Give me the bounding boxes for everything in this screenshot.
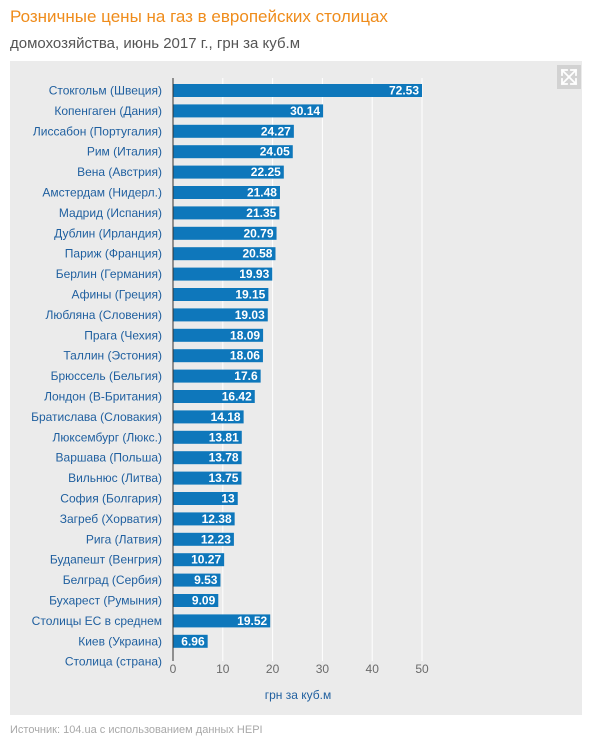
value-label: 19.15 — [235, 288, 265, 302]
value-label: 6.96 — [181, 634, 205, 648]
bar — [173, 206, 280, 220]
category-label: Париж (Франция) — [65, 247, 162, 261]
category-label: Рим (Италия) — [87, 145, 162, 159]
category-label: Люксембург (Люкс.) — [53, 430, 163, 444]
value-label: 30.14 — [290, 104, 320, 118]
category-label: Таллин (Эстония) — [63, 349, 162, 363]
value-label: 13 — [221, 492, 235, 506]
x-tick-label: 20 — [266, 662, 280, 676]
bar — [173, 492, 238, 505]
bar — [173, 410, 244, 424]
bar — [173, 451, 242, 465]
category-label: Варшава (Польша) — [56, 451, 162, 465]
value-label: 24.27 — [261, 124, 291, 138]
bar — [173, 186, 280, 199]
category-label: Киев (Украина) — [78, 634, 162, 648]
value-label: 18.09 — [230, 328, 260, 342]
x-tick-label: 30 — [316, 662, 330, 676]
bar — [173, 594, 219, 607]
category-label: Белград (Сербия) — [63, 573, 162, 587]
bar — [173, 532, 234, 546]
category-label: Столицы ЕС в среднем — [32, 614, 162, 628]
bar — [173, 634, 208, 648]
x-tick-label: 40 — [366, 662, 380, 676]
category-label: Брюссель (Бельгия) — [51, 369, 162, 383]
value-label: 12.23 — [201, 532, 231, 546]
value-label: 18.06 — [230, 349, 260, 363]
value-label: 12.38 — [202, 512, 232, 526]
bar — [173, 226, 277, 240]
value-label: 19.93 — [239, 267, 269, 281]
bar — [173, 247, 276, 261]
category-label: Братислава (Словакия) — [31, 410, 162, 424]
x-tick-label: 10 — [216, 662, 230, 676]
category-label: Прага (Чехия) — [84, 328, 162, 342]
value-label: 21.35 — [246, 206, 276, 220]
value-label: 13.81 — [209, 430, 239, 444]
bar — [173, 390, 255, 403]
value-label: 17.6 — [234, 369, 258, 383]
category-label: Дублин (Ирландия) — [54, 226, 162, 240]
bar — [173, 308, 268, 322]
value-label: 20.79 — [244, 226, 274, 240]
value-label: 9.53 — [194, 573, 218, 587]
chart-subtitle: домохозяйства, июнь 2017 г., грн за куб.… — [10, 35, 301, 52]
category-label: Будапешт (Венгрия) — [50, 553, 162, 567]
value-label: 13.78 — [209, 451, 239, 465]
category-label: Лондон (В-Британия) — [44, 390, 162, 404]
category-label: Копенгаген (Дания) — [54, 104, 162, 118]
bar — [173, 84, 422, 97]
x-tick-label: 0 — [170, 662, 177, 676]
expand-arrows-icon[interactable] — [557, 65, 581, 89]
value-label: 13.75 — [208, 471, 238, 485]
value-label: 19.52 — [237, 614, 267, 628]
source-note: Источник: 104.ua с использованием данных… — [10, 724, 263, 736]
bar — [173, 573, 221, 587]
bar — [173, 512, 235, 526]
category-axis-title: Столица (страна) — [65, 655, 162, 669]
chart-title: Розничные цены на газ в европейских стол… — [10, 7, 388, 26]
category-label: Бухарест (Румыния) — [49, 594, 162, 608]
bar — [173, 430, 242, 444]
category-label: Загреб (Хорватия) — [60, 512, 162, 526]
category-label: Рига (Латвия) — [86, 532, 162, 546]
value-label: 10.27 — [191, 553, 221, 567]
value-label: 24.05 — [260, 145, 290, 159]
value-label: 22.25 — [251, 165, 281, 179]
value-label: 14.18 — [211, 410, 241, 424]
bar — [173, 104, 324, 118]
bar — [173, 165, 284, 179]
x-axis-label: грн за куб.м — [265, 688, 332, 702]
bar — [173, 349, 263, 363]
value-label: 72.53 — [389, 84, 419, 98]
category-label: Вена (Австрия) — [77, 165, 162, 179]
bar — [173, 328, 264, 342]
bar — [173, 471, 242, 485]
bar — [173, 614, 271, 628]
category-label: Вильнюс (Литва) — [68, 471, 162, 485]
bar — [173, 288, 269, 301]
value-label: 19.03 — [235, 308, 265, 322]
chart-panel: 0 10 20 30 40 50 Стокгольм (Швеция) 72.53 Копенг… — [10, 61, 582, 715]
bar — [173, 145, 293, 159]
bar — [173, 553, 225, 567]
bar — [173, 369, 261, 383]
category-label: Амстердам (Нидерл.) — [42, 186, 162, 200]
bar-chart: 0 10 20 30 40 50 Стокгольм (Швеция) 72.53 Копенг… — [31, 78, 429, 702]
category-label: Лиссабон (Португалия) — [33, 124, 162, 138]
value-label: 21.48 — [247, 186, 277, 200]
category-label: Берлин (Германия) — [56, 267, 162, 281]
value-label: 16.42 — [222, 390, 252, 404]
x-tick-label: 50 — [415, 662, 429, 676]
category-label: Стокгольм (Швеция) — [49, 84, 162, 98]
category-label: Мадрид (Испания) — [59, 206, 162, 220]
bar — [173, 124, 294, 138]
value-label: 20.58 — [242, 247, 272, 261]
category-label: София (Болгария) — [60, 492, 162, 506]
value-label: 9.09 — [192, 594, 216, 608]
category-label: Любляна (Словения) — [45, 308, 162, 322]
category-label: Афины (Греция) — [71, 288, 162, 302]
bar — [173, 267, 273, 281]
